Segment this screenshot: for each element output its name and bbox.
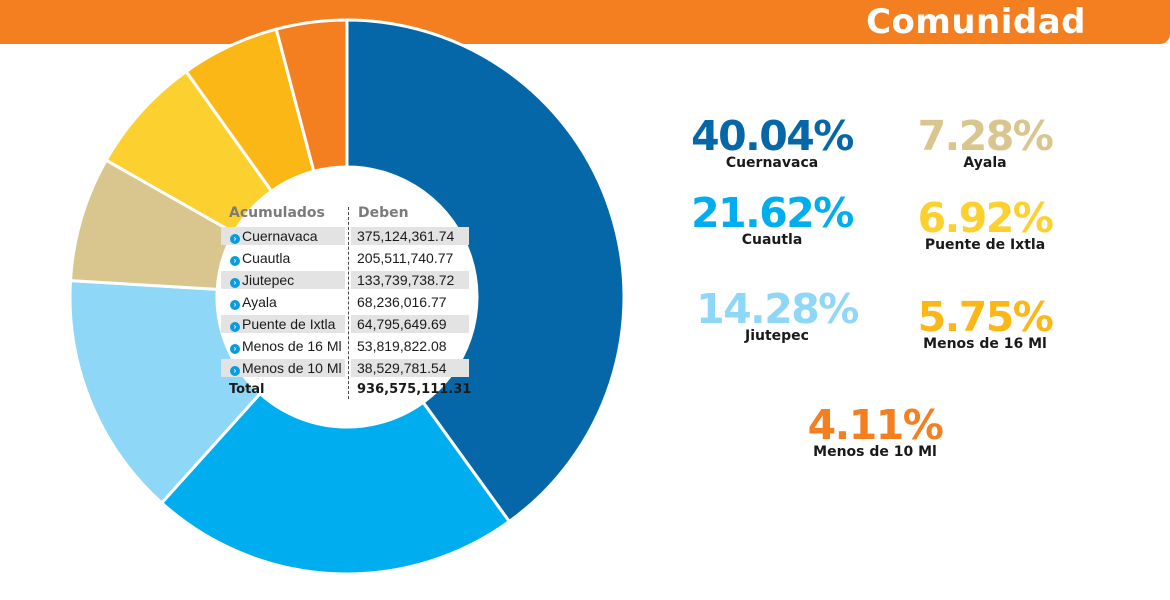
table-row: › Puente de Ixtla 64,795,649.69 — [221, 313, 473, 335]
table-row: › Menos de 16 Ml 53,819,822.08 — [221, 335, 473, 357]
total-label: Total — [229, 382, 265, 397]
row-amount: 205,511,740.77 — [357, 250, 454, 266]
stat-puente-de-ixtla: 6.92% Puente de Ixtla — [900, 197, 1070, 253]
stat-menos-de-16-ml: 5.75% Menos de 16 Ml — [900, 296, 1070, 352]
table-row: › Cuautla 205,511,740.77 — [221, 247, 473, 269]
arrow-bullet-icon: › — [230, 322, 240, 332]
stat-ayala: 7.28% Ayala — [900, 115, 1070, 171]
section-title: Comunidad — [866, 2, 1086, 42]
arrow-bullet-icon: › — [230, 234, 240, 244]
stat-label: Ayala — [963, 155, 1007, 171]
arrow-bullet-icon: › — [230, 344, 240, 354]
stat-label: Jiutepec — [745, 328, 809, 344]
row-amount: 133,739,738.72 — [351, 271, 469, 289]
stat-percent: 14.28% — [696, 285, 859, 333]
row-amount: 64,795,649.69 — [351, 315, 469, 333]
debt-table: Acumulados Deben › Cuernavaca 375,124,361… — [221, 203, 473, 401]
row-name: Puente de Ixtla — [242, 316, 336, 332]
table-header-acumulados: Acumulados — [229, 205, 325, 221]
donut-slice-menos-de-10-ml — [274, 18, 349, 174]
stat-jiutepec: 14.28% Jiutepec — [682, 288, 872, 344]
stat-label: Cuautla — [741, 232, 803, 248]
row-amount: 53,819,822.08 — [357, 338, 447, 354]
arrow-bullet-icon: › — [230, 256, 240, 266]
stat-percent: 7.28% — [917, 112, 1054, 160]
total-amount: 936,575,111.31 — [357, 382, 472, 397]
arrow-bullet-icon: › — [230, 278, 240, 288]
stat-percent: 21.62% — [691, 189, 854, 237]
row-name: Ayala — [242, 294, 277, 310]
row-amount: 375,124,361.74 — [351, 227, 469, 245]
stat-label: Menos de 10 Ml — [813, 444, 937, 460]
stat-label: Puente de Ixtla — [924, 237, 1046, 253]
donut-slice-cuernavaca — [345, 18, 626, 524]
table-row: › Cuernavaca 375,124,361.74 — [221, 225, 473, 247]
table-total-row: Total 936,575,111.31 — [221, 379, 473, 401]
row-amount: 38,529,781.54 — [351, 359, 469, 377]
table-row: › Jiutepec 133,739,738.72 — [221, 269, 473, 291]
row-name: Jiutepec — [242, 272, 295, 288]
stat-cuautla: 21.62% Cuautla — [682, 192, 862, 248]
stat-cuernavaca: 40.04% Cuernavaca — [682, 115, 862, 171]
table-divider — [348, 207, 349, 399]
stat-label: Cuernavaca — [725, 155, 819, 171]
arrow-bullet-icon: › — [230, 366, 240, 376]
donut-slice-cuautla — [159, 391, 512, 576]
stat-percent: 4.11% — [807, 401, 944, 449]
row-name: Cuernavaca — [242, 228, 318, 244]
row-name: Menos de 10 Ml — [242, 360, 342, 376]
table-header: Acumulados Deben — [221, 203, 473, 225]
stat-percent: 5.75% — [917, 293, 1054, 341]
row-amount: 68,236,016.77 — [357, 294, 447, 310]
stat-percent: 6.92% — [917, 194, 1054, 242]
table-row: › Ayala 68,236,016.77 — [221, 291, 473, 313]
stat-percent: 40.04% — [691, 112, 854, 160]
row-name: Menos de 16 Ml — [242, 338, 342, 354]
stat-label: Menos de 16 Ml — [923, 336, 1047, 352]
stat-menos-de-10-ml: 4.11% Menos de 10 Ml — [790, 404, 960, 460]
row-name: Cuautla — [242, 250, 291, 266]
header-bar — [0, 0, 1170, 44]
table-header-deben: Deben — [358, 205, 409, 221]
table-row: › Menos de 10 Ml 38,529,781.54 — [221, 357, 473, 379]
arrow-bullet-icon: › — [230, 300, 240, 310]
